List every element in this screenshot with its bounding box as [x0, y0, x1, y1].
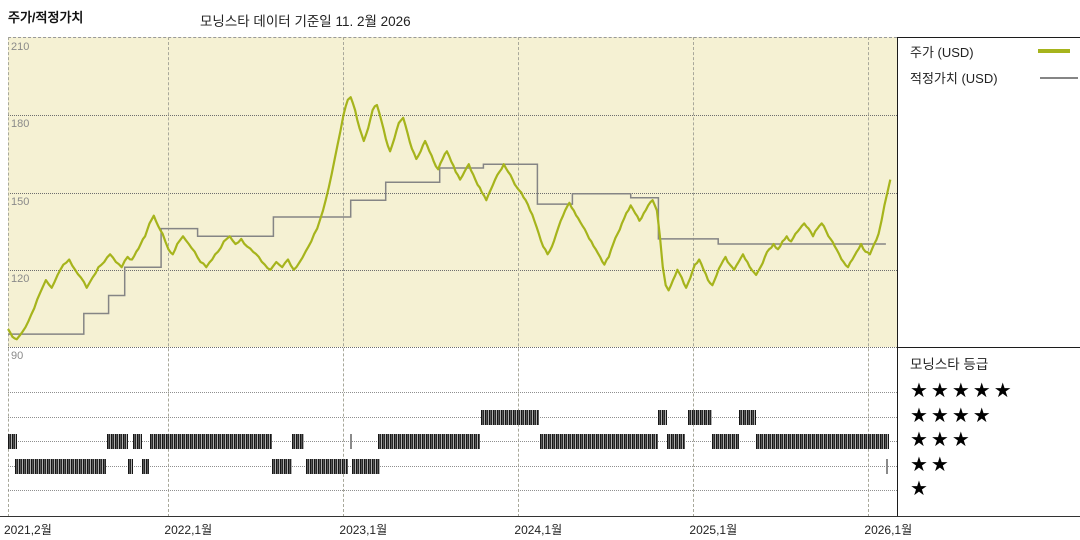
legend-label-fair-value: 적정가치 (USD) — [910, 68, 998, 87]
fair-value-line — [8, 164, 886, 334]
price-line — [8, 97, 890, 339]
price-fair-value-chart: 주가/적정가치 모닝스타 데이터 기준일 11. 2월 2026 2101801… — [0, 0, 1080, 540]
rating-legend-title: 모닝스타 등급 — [910, 353, 988, 373]
legend-swatch-price-line — [1038, 49, 1070, 53]
legend-swatch-fair-value-line — [1040, 77, 1078, 79]
x-axis-line — [0, 516, 1080, 517]
legend-label-price: 주가 (USD) — [910, 42, 974, 61]
